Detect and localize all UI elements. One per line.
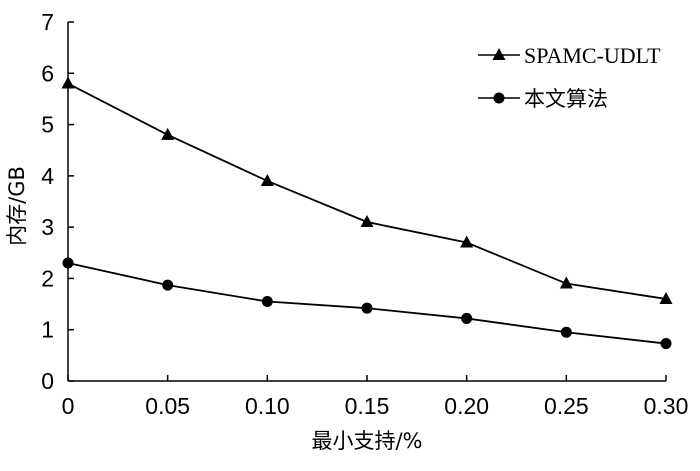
data-point-triangle <box>260 173 274 186</box>
plot-area: 0 1 2 3 4 5 6 7 0 0.05 0.10 0.15 0.20 0.25 0.30 <box>41 9 688 419</box>
y-axis-ticks: 0 1 2 3 4 5 6 7 <box>41 9 74 394</box>
series-layer <box>61 76 673 350</box>
x-tick-label: 0.05 <box>145 393 190 419</box>
data-point-circle <box>560 326 572 338</box>
x-tick-label: 0.20 <box>444 393 489 419</box>
data-point-circle <box>261 296 273 308</box>
y-axis-title: 内存/GB <box>5 166 29 246</box>
y-tick-label: 5 <box>41 112 54 138</box>
y-tick-label: 2 <box>41 265 54 291</box>
series-this-algorithm <box>62 257 672 350</box>
y-tick-label: 7 <box>41 9 54 35</box>
legend-marker-triangle <box>492 48 506 60</box>
legend-marker-circle <box>493 92 505 104</box>
y-tick-label: 3 <box>41 214 54 240</box>
x-tick-label: 0.25 <box>544 393 589 419</box>
data-point-triangle <box>460 235 474 248</box>
legend-label-this-algorithm: 本文算法 <box>524 87 608 111</box>
legend-item-this-algorithm: 本文算法 <box>478 87 608 111</box>
data-point-circle <box>361 302 373 314</box>
x-axis-title: 最小支持/% <box>311 429 422 453</box>
data-point-triangle <box>360 215 374 228</box>
data-point-triangle <box>161 127 175 140</box>
data-point-circle <box>461 312 473 324</box>
data-point-circle <box>162 279 174 291</box>
data-point-triangle <box>659 291 673 304</box>
x-tick-label: 0 <box>62 393 75 419</box>
legend: SPAMC-UDLT 本文算法 <box>478 43 661 111</box>
y-tick-label: 6 <box>41 60 54 86</box>
series-line <box>67 82 667 300</box>
legend-label-spamc-udlt: SPAMC-UDLT <box>524 43 661 68</box>
y-tick-label: 4 <box>41 163 54 189</box>
y-tick-label: 0 <box>41 368 54 394</box>
x-tick-label: 0.10 <box>245 393 290 419</box>
y-tick-label: 1 <box>41 317 54 343</box>
x-axis-ticks: 0 0.05 0.10 0.15 0.20 0.25 0.30 <box>62 375 689 419</box>
data-point-circle <box>660 338 672 350</box>
series-spamc-udlt <box>61 76 673 304</box>
legend-item-spamc-udlt: SPAMC-UDLT <box>478 43 661 68</box>
data-point-triangle <box>61 76 75 89</box>
x-tick-label: 0.30 <box>644 393 689 419</box>
data-point-circle <box>62 257 74 269</box>
data-point-triangle <box>559 276 573 289</box>
x-tick-label: 0.15 <box>345 393 390 419</box>
